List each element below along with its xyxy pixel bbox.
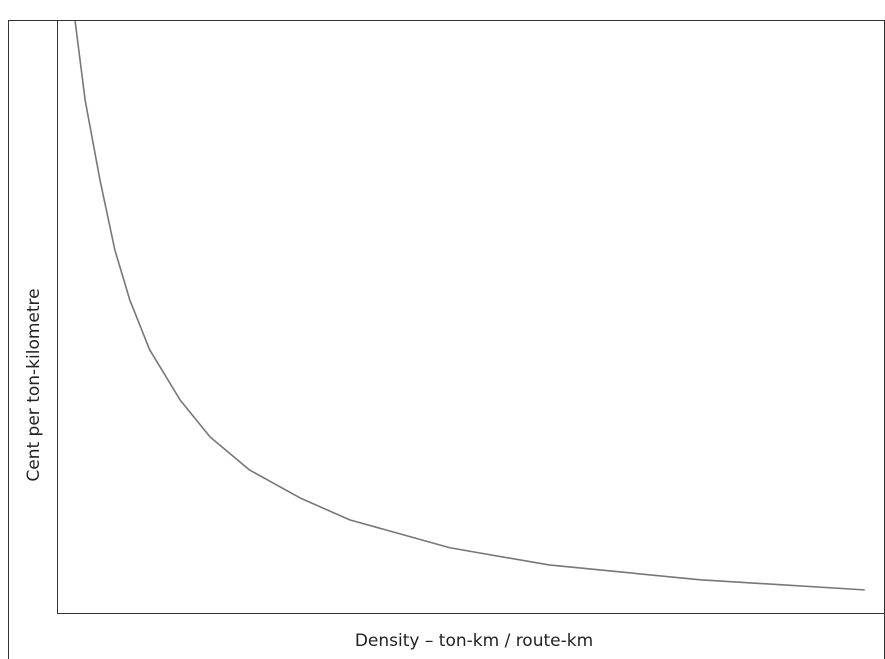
- curve: [74, 20, 865, 591]
- x-axis-label: Density – ton-km / route-km: [355, 631, 593, 651]
- y-axis-label: Cent per ton-kilometre: [24, 288, 44, 481]
